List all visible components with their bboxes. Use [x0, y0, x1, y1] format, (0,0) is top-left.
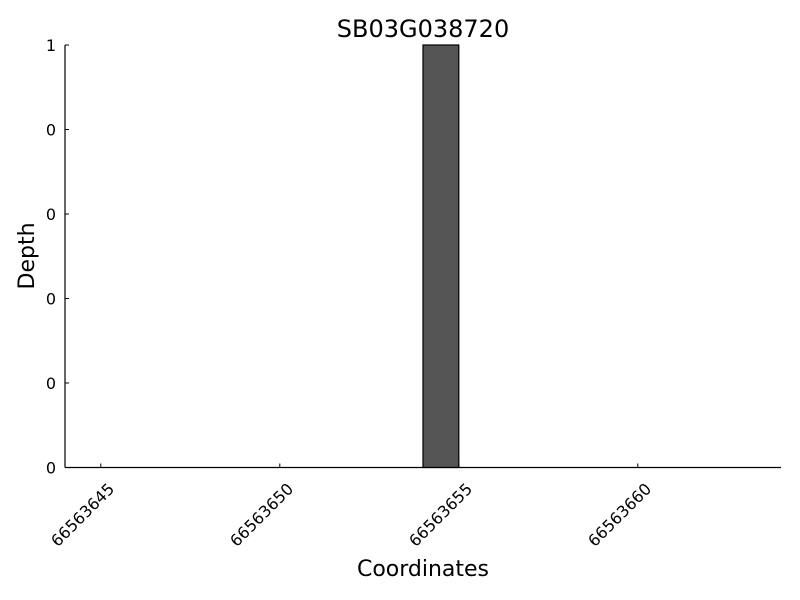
x-tick-label: 66563655: [405, 479, 476, 550]
y-tick-label: 0: [46, 121, 56, 140]
chart-title: SB03G038720: [337, 15, 509, 43]
y-tick-label: 0: [46, 374, 56, 393]
y-tick-label: 0: [46, 205, 56, 224]
x-tick-label: 66563660: [584, 479, 655, 550]
x-axis-label: Coordinates: [357, 557, 489, 582]
y-tick-label: 0: [46, 290, 56, 309]
y-tick-label: 0: [46, 459, 56, 478]
x-tick-label: 66563650: [226, 479, 297, 550]
x-tick-label: 66563645: [47, 479, 118, 550]
y-axis-label: Depth: [15, 222, 40, 289]
y-tick-label: 1: [46, 36, 56, 55]
bar: [422, 44, 460, 469]
